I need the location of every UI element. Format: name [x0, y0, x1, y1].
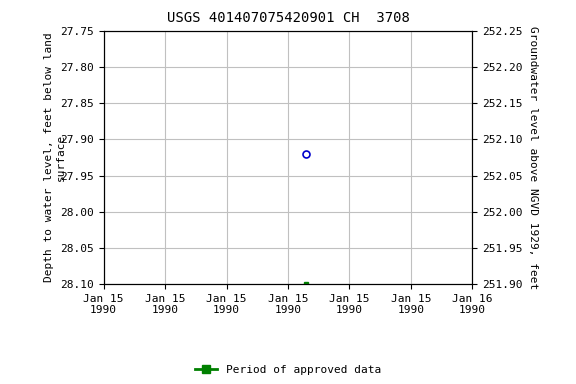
Legend: Period of approved data: Period of approved data — [191, 361, 385, 379]
Y-axis label: Depth to water level, feet below land
surface: Depth to water level, feet below land su… — [44, 33, 66, 282]
Title: USGS 401407075420901 CH  3708: USGS 401407075420901 CH 3708 — [166, 12, 410, 25]
Y-axis label: Groundwater level above NGVD 1929, feet: Groundwater level above NGVD 1929, feet — [528, 26, 538, 289]
